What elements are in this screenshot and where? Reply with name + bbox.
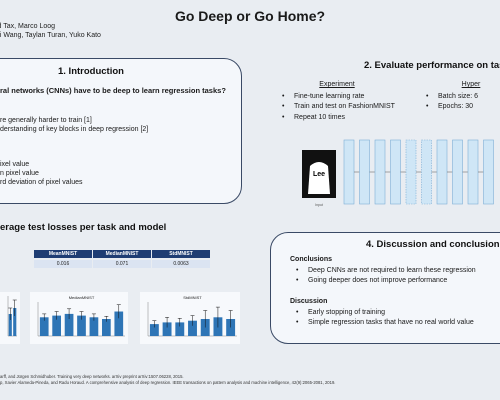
conclusions-list: Deep CNNs are not required to learn thes… [296,266,476,286]
layer-block [390,139,401,205]
chart-title: StdMNIST [183,295,202,300]
bar-chart-median: MedianMNIST [30,292,128,344]
results-heading: erage test losses per task and model [0,222,167,233]
table-cell: 0.016 [34,260,92,268]
hyper-item: Epochs: 30 [426,102,500,113]
chart-bar [77,315,86,336]
discussion-title: Discussion [290,298,328,305]
discussion-heading: 4. Discussion and conclusion [366,239,500,250]
intro-target: ixel value [0,161,30,168]
table-header: MeanMNIST [34,250,92,258]
experiment-item: Train and test on FashionMNIST [282,102,395,113]
intro-heading: 1. Introduction [58,66,124,77]
experiment-item: Repeat 10 times [282,113,395,124]
hyper-column: Hyper Batch size: 6 Epochs: 30 [426,80,500,113]
svg-text:Lee: Lee [313,171,325,178]
bar-chart-std: StdMNIST [140,292,240,344]
layer-block [359,139,370,205]
chart-bar [13,308,17,336]
hyper-header: Hyper [461,81,481,88]
chart-bar [89,317,99,336]
bar-chart-mean [0,292,20,344]
intro-target: n pixel value [0,170,39,177]
chart-bar [39,317,49,336]
poster-title: Go Deep or Go Home? [174,8,326,24]
discussion-list: Early stopping of training Simple regres… [296,308,474,328]
references: arff, and Jürgen Schmidhuber. Training v… [0,374,335,386]
layer-block [405,139,417,205]
table-header: StdMNIST [152,250,210,258]
layer-blocks [343,139,494,205]
chart-bar [162,322,172,336]
authors: id Tax, Marco Loog pi Wang, Taylan Turan… [0,22,101,40]
intro-point: derstanding of key blocks in deep regres… [0,126,149,133]
chart-bar [64,313,74,336]
intro-point: re generally harder to train [1] [0,117,92,124]
chart-bar [175,322,185,336]
table-header: MedianMNIST [93,250,151,258]
authors-line-1: id Tax, Marco Loog [0,23,56,30]
layer-block [483,139,494,205]
discussion-item: Simple regression tasks that have no rea… [296,318,474,328]
evaluate-heading: 2. Evaluate performance on task [364,60,500,71]
network-diagram: Lee Input [302,139,494,207]
intro-target: rd deviation of pixel values [0,179,83,186]
layer-block [467,139,479,205]
conclusion-item: Deep CNNs are not required to learn thes… [296,266,476,276]
layer-block [436,139,448,205]
table-cell: 0.0063 [152,260,210,268]
layer-block [452,139,463,205]
layer-block [421,139,432,205]
intro-points: re generally harder to train [1] derstan… [0,116,148,134]
intro-box [0,58,242,204]
chart-bar [8,314,12,336]
authors-line-2: pi Wang, Taylan Turan, Yuko Kato [0,32,101,39]
conclusions-title: Conclusions [290,256,333,263]
reference-item: arff, and Jürgen Schmidhuber. Training v… [0,374,184,379]
chart-bar [149,324,159,336]
discussion-item: Early stopping of training [296,308,474,318]
intro-question: ral networks (CNNs) have to be deep to l… [0,86,226,95]
layer-block [343,139,355,205]
hyper-item: Batch size: 6 [426,92,500,103]
reference-item: p, Xavier Alameda-Pineda, and Radu Horau… [0,380,336,385]
layer-block [374,139,386,205]
conclusion-item: Going deeper does not improve performanc… [296,276,476,286]
experiment-header: Experiment [319,81,355,88]
input-image: Lee Input [302,150,336,207]
chart-title: MedianMNIST [69,295,95,300]
chart-bar [102,319,111,336]
svg-text:Input: Input [315,203,323,207]
chart-bar [188,320,197,336]
intro-targets: ixel value n pixel value rd deviation of… [0,160,83,187]
table-cell: 0.071 [93,260,151,268]
experiment-item: Fine-tune learning rate [282,92,395,103]
chart-bar [52,315,61,336]
experiment-column: Experiment Fine-tune learning rate Train… [282,80,395,123]
chart-bar [114,311,124,336]
